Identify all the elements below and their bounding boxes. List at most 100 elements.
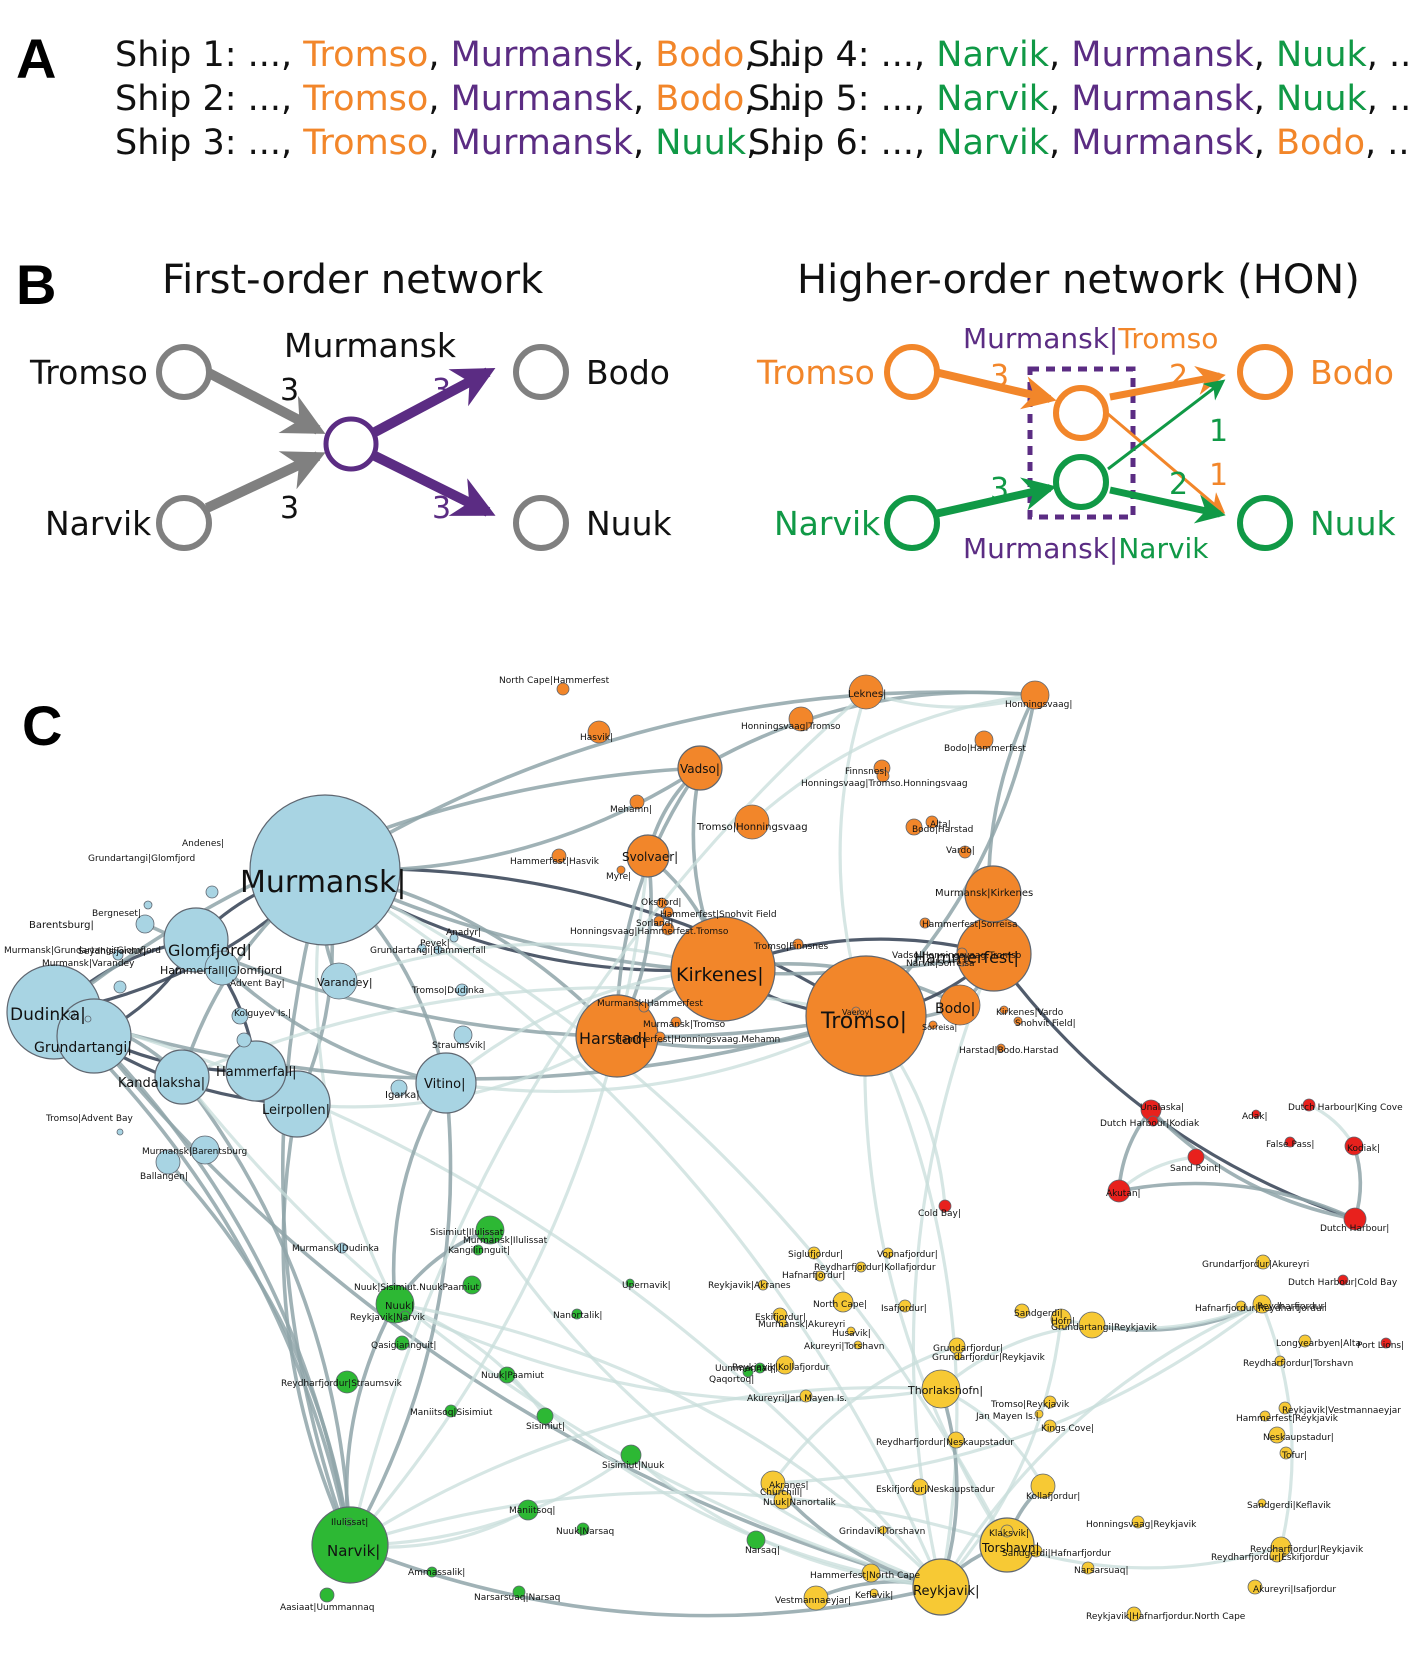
hon-label-nuuk: Nuuk [1310, 504, 1397, 543]
label-narvik: Narvik [45, 504, 152, 543]
hon-node [249, 794, 401, 946]
hon-node [225, 1040, 287, 1102]
hon-node-label: Grundarfjordur| [933, 1344, 1003, 1354]
hon-node [426, 1566, 438, 1578]
hon-node-label: Sandgerdi|Keflavik [1247, 1501, 1332, 1511]
hon-node [742, 1366, 754, 1378]
hon-node [536, 1407, 554, 1425]
hon-node [551, 848, 567, 864]
hon-node-label: Unalaska| [1140, 1103, 1184, 1113]
hon-node [616, 865, 626, 875]
murmansk-narvik-part: Murmansk| [963, 532, 1118, 565]
hon-node-label: Kirkenes|Vardo [996, 1008, 1064, 1018]
hon-node [1187, 1148, 1205, 1166]
hon-node-label: Murmansk|Grundartangi.Glomfjord [4, 946, 161, 956]
hon-node [433, 945, 443, 955]
hon-node-tromso [884, 344, 940, 400]
hon-node-label: Akureyri|Torshavn [804, 1342, 885, 1352]
hon-node [911, 1478, 929, 1496]
hon-nodes [6, 674, 1392, 1622]
hon-node [772, 1485, 782, 1495]
hon-edge [348, 855, 650, 1547]
hon-node [853, 1340, 863, 1350]
hon-node [814, 1270, 826, 1282]
hon-edge [505, 1373, 942, 1589]
hon-node-label: Sorreisa| [922, 1023, 957, 1032]
hon-node [311, 1506, 389, 1584]
hon-node-nuuk [1237, 495, 1293, 551]
hon-node-label: Kolguyev Is.| [234, 1009, 291, 1019]
hon-node-label: Reykjavik| [913, 1584, 979, 1599]
hon-node-label: Reykjavik|Hafnarfjordur.North Cape [1086, 1612, 1246, 1622]
hon-node [205, 885, 219, 899]
hon-edge [865, 690, 1036, 709]
hon-edge [488, 1229, 942, 1589]
hon-node-label: Sandgerdi| [1014, 1309, 1063, 1319]
hon-node-label: Murmansk|Akureyri [758, 1320, 845, 1330]
hon-node [155, 1149, 181, 1175]
hon-node [670, 1016, 682, 1028]
hon-node-label: Hammerfest| [914, 948, 1019, 967]
hon-node [734, 804, 770, 840]
weight-narvik-mn: 3 [990, 472, 1009, 507]
hon-node-label: Vadso| [680, 762, 720, 776]
port-bodo: Bodo [655, 35, 744, 75]
hon-edge [324, 868, 943, 1588]
hon-node-label: Dudinka| [10, 1005, 86, 1025]
hon-node [861, 1563, 881, 1583]
hon-node-label: Sisimiut|Nuuk [602, 1461, 665, 1471]
ship-separator: , ... [1365, 123, 1410, 163]
ship-separator: , ... [744, 35, 800, 75]
hon-node [1131, 1515, 1145, 1529]
hon-node-label: Adak| [1242, 1112, 1267, 1122]
hon-node-label: Vadso|Honningsvaag.Tromso [892, 951, 1022, 961]
hon-edge [992, 953, 1356, 1221]
hon-node [803, 1585, 829, 1611]
port-tromso: Tromso [302, 79, 428, 119]
hon-node-labels: Murmansk| Dudinka| Grundartangi| Glomfjord|… [4, 676, 1404, 1622]
hon-node-label: Straumsvik| [432, 1041, 486, 1051]
hon-edge [53, 1010, 943, 1589]
hon-node-label: Reykjavik|Narvik [350, 1313, 426, 1323]
ship-line-4: Ship 4: ..., Narvik, Murmansk, Nuuk, ... [748, 35, 1410, 75]
ship-line-3: Ship 3: ..., Tromso, Murmansk, Nuuk, ... [115, 123, 802, 163]
node-tromso [156, 344, 212, 400]
hon-node-label: Jan Mayen Is.| [975, 1412, 1039, 1422]
hon-node-label: Andenes| [182, 839, 224, 849]
hon-node [662, 906, 674, 918]
ship-separator: , [633, 35, 655, 75]
hon-edge [349, 1453, 632, 1547]
ship-separator: , [1049, 123, 1071, 163]
hon-node-label: Vitino| [424, 1077, 466, 1092]
hon-node-label: Pevek| [420, 939, 450, 949]
port-bodo: Bodo [655, 79, 744, 119]
hon-node-label: Murmansk|Dudinka [292, 1244, 379, 1254]
hon-node-label: False Pass| [1266, 1140, 1314, 1150]
hon-node [656, 897, 668, 909]
hon-node-label: Maniitsoq|Sisimiut [410, 1408, 493, 1418]
hon-edge [394, 1302, 942, 1403]
ship-separator: ..., [870, 79, 937, 119]
hon-node [56, 998, 132, 1074]
hon-node-label: Hafnarfjordur|Reydharfjordur [1195, 1304, 1326, 1314]
hon-node [919, 917, 931, 929]
hon-node-label: Varandey| [317, 976, 373, 989]
hon-node [335, 1370, 359, 1394]
weight-mn-bodo: 1 [1209, 414, 1228, 449]
hon-node-label: Nuuk|Paamiut [481, 1371, 544, 1381]
hon-edge [864, 1015, 959, 1588]
hon-edge [939, 1302, 1263, 1588]
hon-node [1274, 1355, 1286, 1367]
hon-title: Higher-order network (HON) [797, 257, 1360, 303]
hon-node [956, 955, 968, 967]
hon-node-label: Reydharfjordur|Kollafjordur [814, 1263, 936, 1273]
hon-node-label: Hammerfest|Snohvit Field [660, 910, 777, 920]
hon-node [190, 1135, 220, 1165]
hon-node [878, 1525, 888, 1535]
edge-murmansk-tromso-bodo [1109, 365, 1226, 401]
hon-node-label: Kodiak| [1347, 1144, 1380, 1154]
hon-node [974, 730, 994, 750]
hon-node-label: Bodo|Hammerfest [944, 744, 1026, 754]
ship-line-1: Ship 1: ..., Tromso, Murmansk, Bodo, ... [115, 35, 800, 75]
port-murmansk: Murmansk [1071, 79, 1254, 119]
